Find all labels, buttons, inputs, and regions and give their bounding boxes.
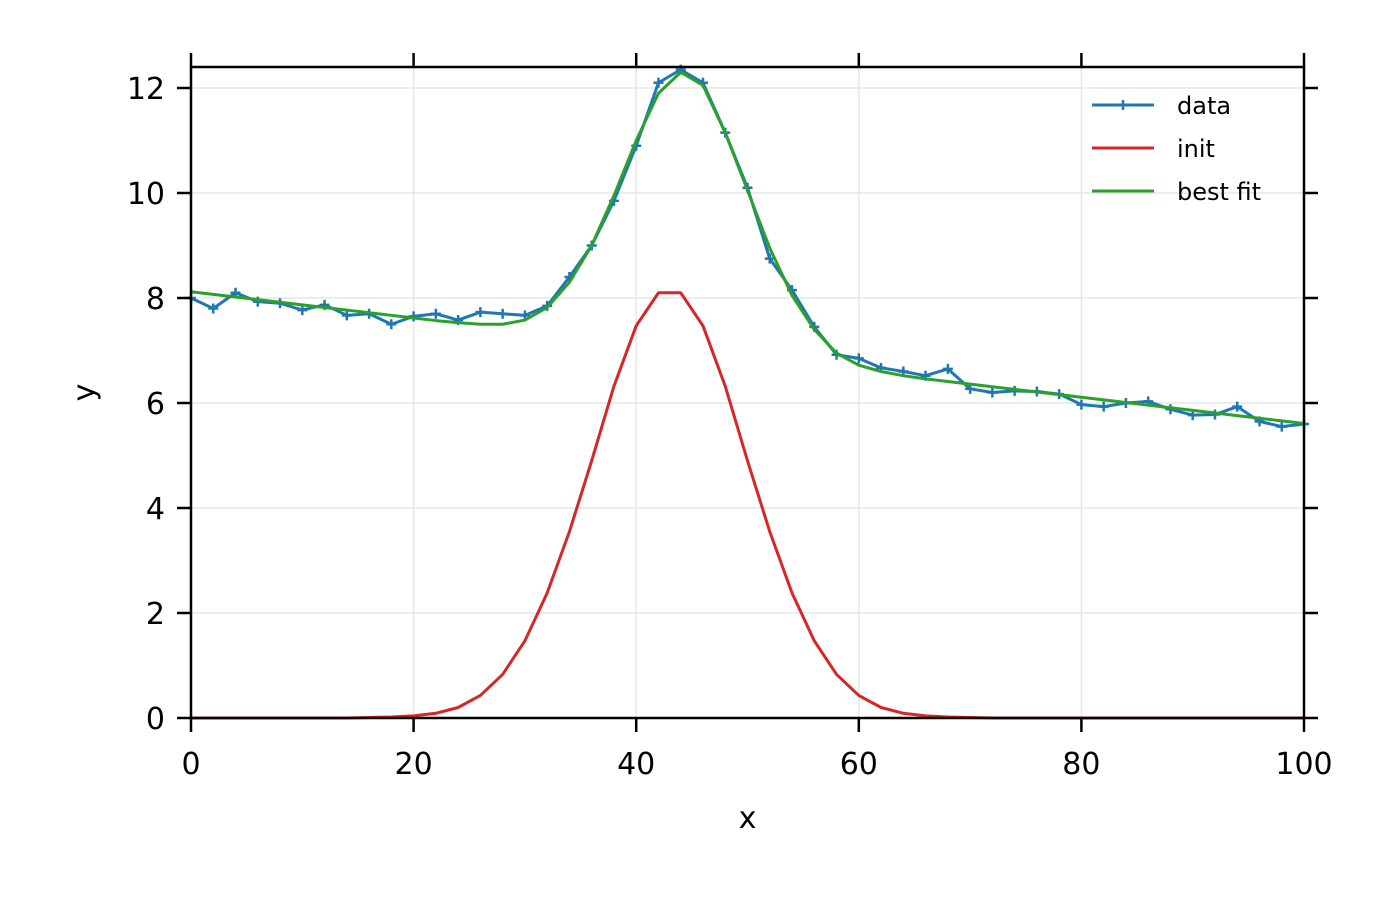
x-tick-label-3: 60 <box>840 747 878 782</box>
x-axis-label: x <box>739 801 757 836</box>
y-tick-label-6: 12 <box>127 72 165 107</box>
series-data-point-21 <box>653 77 664 88</box>
series-data-point-40 <box>1076 399 1087 410</box>
series-data-point-5 <box>297 305 308 316</box>
series-data-point-1 <box>208 303 219 314</box>
series-data-point-9 <box>386 319 397 330</box>
y-tick-label-1: 2 <box>146 597 165 632</box>
series-data-point-47 <box>1232 401 1243 412</box>
y-tick-label-4: 8 <box>146 282 165 317</box>
series-data-point-41 <box>1098 401 1109 412</box>
legend-label-best-fit: best fit <box>1177 178 1261 206</box>
legend: data init best fit <box>1092 92 1261 206</box>
legend-label-init: init <box>1177 135 1215 163</box>
x-tick-label-4: 80 <box>1062 747 1100 782</box>
grid-lines <box>190 67 1305 719</box>
series-data-line <box>190 68 1305 429</box>
series-init-line <box>191 291 1304 720</box>
series-data-point-7 <box>341 310 352 321</box>
series-best-fit-line <box>190 70 1305 425</box>
x-tick-label-5: 100 <box>1275 747 1332 782</box>
series-data-point-34 <box>942 363 953 374</box>
axis-ticks: 0 20 40 60 80 100 0 2 4 6 8 10 12 <box>127 53 1333 782</box>
series-layer <box>186 64 1309 720</box>
y-axis-label: y <box>67 384 102 402</box>
legend-marker-data <box>1118 100 1128 110</box>
legend-label-data: data <box>1177 92 1231 120</box>
x-tick-label-2: 40 <box>617 747 655 782</box>
series-data-point-30 <box>853 353 864 364</box>
y-tick-label-2: 4 <box>146 492 165 527</box>
series-data-point-11 <box>430 308 441 319</box>
x-tick-label-1: 20 <box>395 747 433 782</box>
series-data-point-14 <box>497 308 508 319</box>
y-tick-label-5: 10 <box>127 177 165 212</box>
series-data-point-49 <box>1276 421 1287 432</box>
y-tick-label-0: 0 <box>146 702 165 737</box>
series-data-point-36 <box>987 387 998 398</box>
plot-frame <box>189 65 1306 720</box>
series-data-point-13 <box>475 307 486 318</box>
y-tick-label-3: 6 <box>146 387 165 422</box>
x-tick-label-0: 0 <box>181 747 200 782</box>
